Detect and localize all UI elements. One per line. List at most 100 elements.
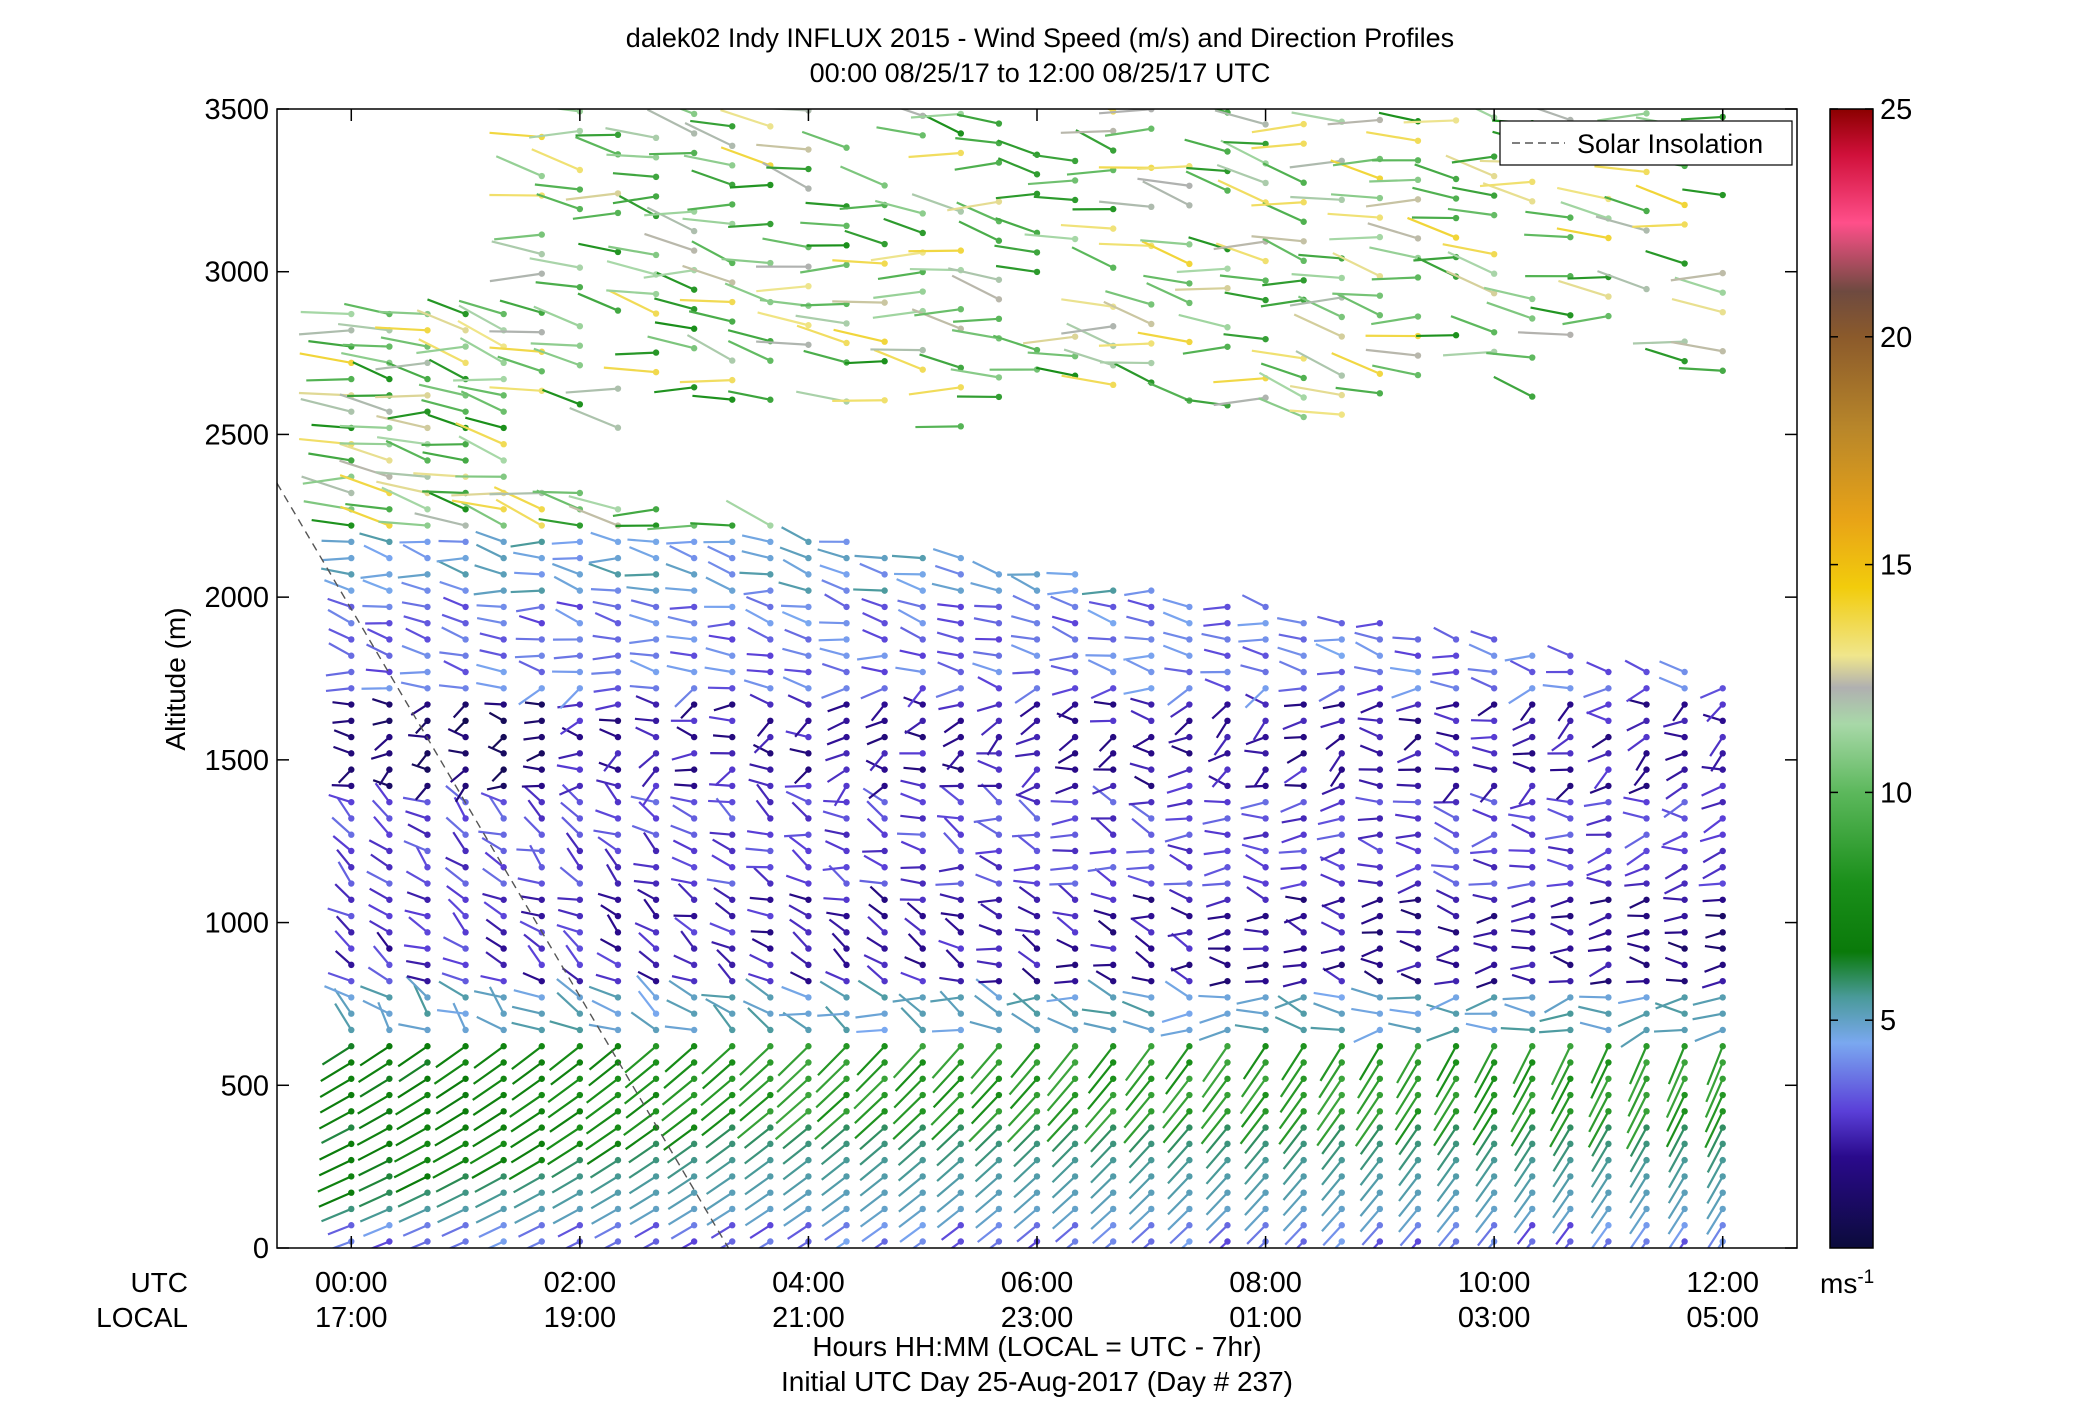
wind-barb-shaft xyxy=(919,353,962,369)
wind-barb-point xyxy=(805,847,812,855)
wind-barb-point xyxy=(500,864,507,871)
wind-barb-point xyxy=(500,880,507,887)
wind-barb-shaft xyxy=(1316,670,1342,676)
wind-barb-point xyxy=(1109,225,1117,232)
wind-barb-shaft xyxy=(1433,1094,1457,1132)
wind-barb-point xyxy=(843,929,850,936)
wind-barb-point xyxy=(690,286,698,293)
wind-barb-point xyxy=(1071,961,1079,969)
wind-barb-point xyxy=(348,798,355,806)
wind-barb-point xyxy=(424,1010,431,1017)
wind-barb-point xyxy=(1414,1189,1422,1196)
wind-barb-shaft xyxy=(712,734,733,739)
wind-barb-shaft xyxy=(1128,1175,1153,1200)
wind-barb-shaft xyxy=(533,305,581,328)
wind-barb-shaft xyxy=(893,1078,924,1109)
wind-barb-shaft xyxy=(900,814,923,820)
wind-barb-shaft xyxy=(333,988,353,1015)
wind-barb-shaft xyxy=(1321,1191,1343,1217)
wind-barb-point xyxy=(690,961,698,969)
wind-barb-point xyxy=(1300,1222,1307,1229)
wind-barb-point xyxy=(1262,912,1269,920)
wind-barb-point xyxy=(1681,766,1688,773)
wind-barb-point xyxy=(1224,652,1231,659)
y-tick-label: 500 xyxy=(221,1070,269,1102)
wind-barb-shaft xyxy=(1279,1078,1305,1114)
wind-barb-point xyxy=(995,1108,1003,1115)
wind-barb-point xyxy=(767,847,774,855)
wind-barb-point xyxy=(1262,335,1269,343)
wind-barb-point xyxy=(538,750,545,757)
wind-barb-shaft xyxy=(630,599,657,608)
wind-barb-shaft xyxy=(974,604,999,609)
wind-barb-point xyxy=(1681,201,1688,209)
wind-barb-shaft xyxy=(776,1077,810,1108)
wind-barb-point xyxy=(576,880,584,887)
wind-barb-shaft xyxy=(1217,179,1267,204)
wind-barb-point xyxy=(1262,945,1269,952)
wind-barb-shaft xyxy=(672,839,695,852)
wind-barb-shaft xyxy=(859,1159,886,1182)
wind-barb-point xyxy=(538,270,545,277)
wind-barb-shaft xyxy=(976,820,1000,836)
wind-barb-shaft xyxy=(1550,1062,1572,1101)
wind-barb-point xyxy=(462,685,469,692)
wind-barb-shaft xyxy=(590,588,619,592)
wind-barb-shaft xyxy=(522,971,543,983)
wind-barb-shaft xyxy=(793,768,810,785)
wind-barb-shaft xyxy=(1705,1062,1724,1103)
wind-barb-point xyxy=(424,750,431,757)
wind-barb-point xyxy=(1033,668,1041,676)
wind-barb-shaft xyxy=(1170,932,1191,950)
wind-barb-point xyxy=(1452,733,1460,741)
wind-barb-shaft xyxy=(1008,1061,1038,1096)
wind-barb-point xyxy=(1338,1043,1345,1050)
wind-barb-shaft xyxy=(395,1175,428,1194)
wind-barb-point xyxy=(462,310,469,318)
wind-barb-shaft xyxy=(542,388,581,406)
wind-barb-point xyxy=(995,571,1003,578)
wind-barb-point xyxy=(1643,880,1650,887)
wind-barb-shaft xyxy=(1563,1240,1572,1248)
wind-barb-point xyxy=(348,831,355,838)
wind-barb-point xyxy=(1300,257,1307,265)
wind-barb-point xyxy=(386,408,393,415)
wind-barb-point xyxy=(1148,619,1155,627)
wind-barb-shaft xyxy=(1024,233,1076,241)
wind-barb-shaft xyxy=(1597,270,1647,291)
wind-barb-shaft xyxy=(934,564,962,576)
wind-barb-point xyxy=(1300,668,1307,676)
wind-barb-shaft xyxy=(534,183,580,191)
wind-barb-point xyxy=(1109,912,1117,920)
wind-barb-shaft xyxy=(1356,687,1381,696)
wind-barb-point xyxy=(843,320,850,327)
wind-barb-shaft xyxy=(932,547,962,560)
wind-barb-shaft xyxy=(352,361,390,381)
wind-barb-point xyxy=(1643,945,1650,952)
wind-barb-shaft xyxy=(874,199,923,215)
wind-barb-shaft xyxy=(1223,140,1266,145)
wind-barb-shaft xyxy=(1126,849,1152,854)
wind-barb-point xyxy=(1109,587,1117,594)
wind-barb-point xyxy=(1719,945,1726,952)
wind-barb-point xyxy=(1452,234,1460,241)
wind-barb-shaft xyxy=(1049,654,1076,662)
wind-barb-shaft xyxy=(317,1175,352,1193)
wind-barb-shaft xyxy=(747,908,771,918)
wind-barb-shaft xyxy=(415,845,429,868)
wind-barb-point xyxy=(348,619,355,627)
wind-barb-shaft xyxy=(1395,813,1419,820)
wind-barb-point xyxy=(1224,148,1231,155)
wind-barb-shaft xyxy=(1329,752,1343,772)
wind-barb-shaft xyxy=(1625,1110,1648,1150)
wind-barb-point xyxy=(1490,153,1498,160)
wind-barb-point xyxy=(500,782,507,790)
wind-barb-point xyxy=(576,977,584,985)
wind-barb-point xyxy=(500,359,507,367)
wind-barb-point xyxy=(1109,994,1117,1001)
wind-barb-point xyxy=(881,1026,888,1034)
wind-barb-shaft xyxy=(958,220,1000,242)
wind-barb-shaft xyxy=(1542,684,1571,690)
wind-barb-shaft xyxy=(712,1004,734,1031)
wind-barb-shaft xyxy=(1517,331,1571,336)
